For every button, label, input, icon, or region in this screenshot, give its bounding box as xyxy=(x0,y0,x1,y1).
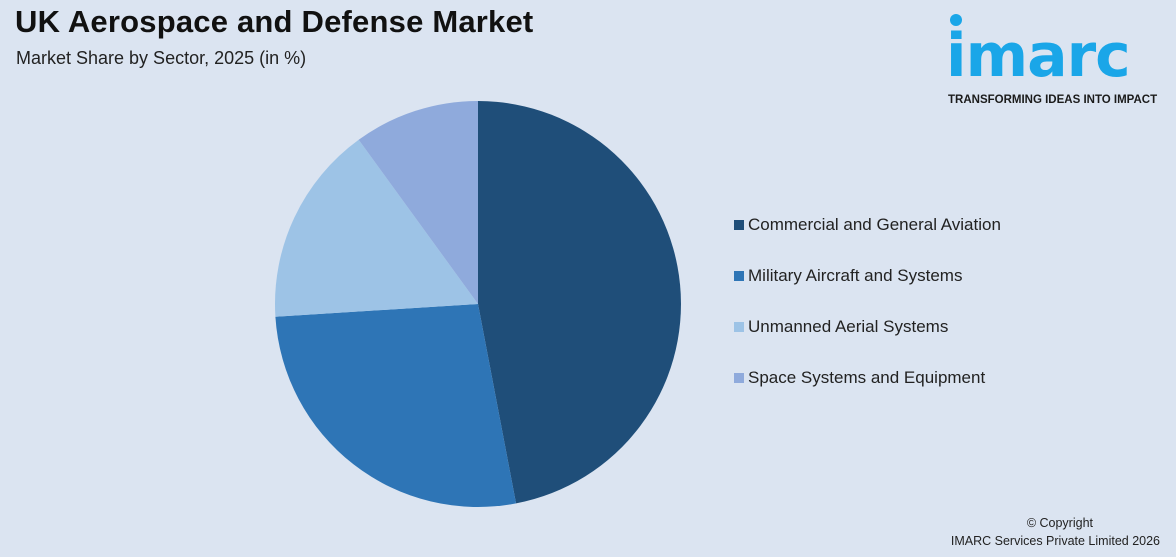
logo-wordmark: imarc xyxy=(946,21,1131,91)
legend-item-military: Military Aircraft and Systems xyxy=(734,265,1001,287)
legend-swatch xyxy=(734,373,744,383)
pie-slice-military xyxy=(275,304,517,507)
legend-item-unmanned: Unmanned Aerial Systems xyxy=(734,316,1001,338)
chart-subtitle: Market Share by Sector, 2025 (in %) xyxy=(16,48,307,68)
legend-swatch xyxy=(734,271,744,281)
legend-label: Unmanned Aerial Systems xyxy=(748,317,949,336)
copyright-line-1: © Copyright xyxy=(1026,516,1093,530)
logo-tagline: TRANSFORMING IDEAS INTO IMPACT xyxy=(948,94,1158,106)
pie-slice-space xyxy=(358,101,478,304)
legend-item-commercial: Commercial and General Aviation xyxy=(734,214,1001,236)
legend-label: Commercial and General Aviation xyxy=(748,215,1001,234)
chart-title: UK Aerospace and Defense Market xyxy=(15,4,534,39)
pie-slice-unmanned xyxy=(274,139,478,317)
legend-label: Military Aircraft and Systems xyxy=(748,266,963,285)
legend: Commercial and General Aviation Military… xyxy=(734,214,1001,418)
copyright-line-2: IMARC Services Private Limited 2026 xyxy=(950,534,1160,548)
legend-item-space: Space Systems and Equipment xyxy=(734,367,1001,389)
legend-swatch xyxy=(734,220,744,230)
legend-label: Space Systems and Equipment xyxy=(748,368,986,387)
pie-slice-commercial xyxy=(478,101,681,504)
legend-swatch xyxy=(734,322,744,332)
imarc-logo: imarc TRANSFORMING IDEAS INTO IMPACT xyxy=(946,12,1170,112)
logo-dot-icon xyxy=(950,14,962,26)
